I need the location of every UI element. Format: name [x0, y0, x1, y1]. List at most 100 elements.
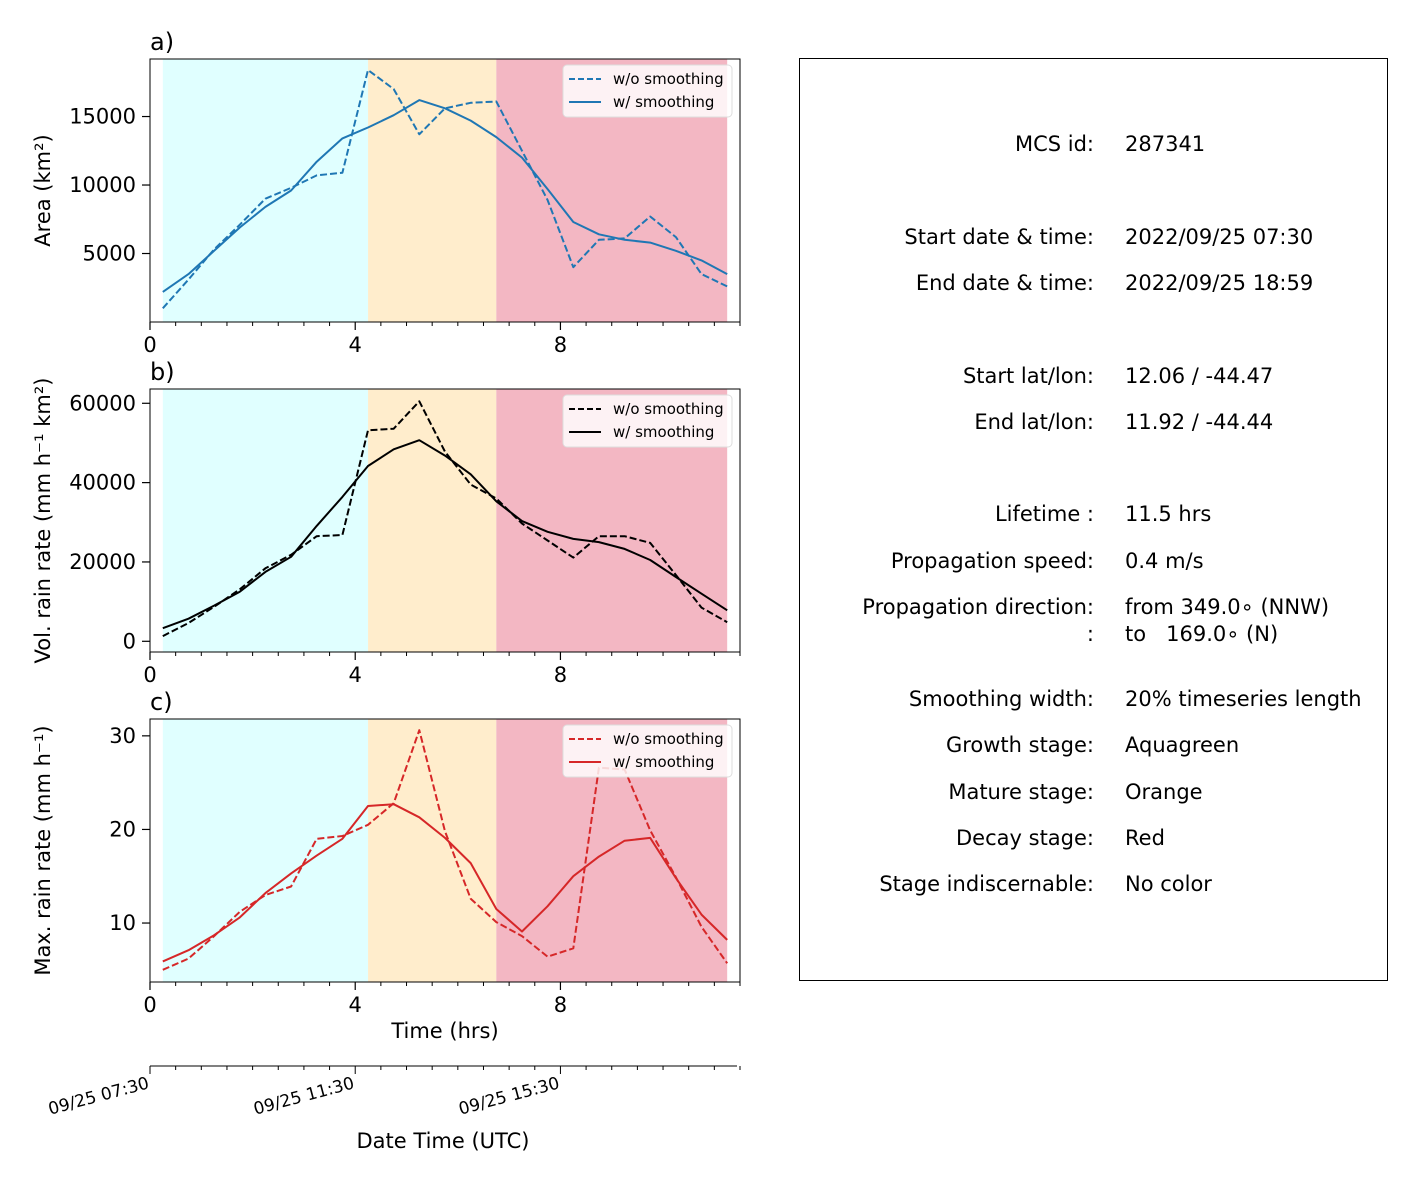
- legend-box: [562, 394, 733, 448]
- info-label: Propagation direction:: [862, 595, 1094, 619]
- y-tick-label: 20: [109, 817, 136, 841]
- x-tick-label: 4: [349, 663, 362, 687]
- panel-label: a): [150, 28, 174, 56]
- stage-span-mature: [368, 389, 497, 652]
- legend: w/o smoothing w/ smoothing: [562, 394, 733, 448]
- series-line-without-smoothing: [162, 400, 728, 637]
- info-value: 12.06 / -44.47: [1125, 364, 1274, 388]
- series-line-without-smoothing: [162, 729, 729, 971]
- info-value: No color: [1125, 872, 1212, 896]
- info-row-growth-stage: Growth stage: Aquagreen: [800, 733, 1389, 757]
- panel-label: b): [150, 358, 175, 386]
- info-row-mature-stage: Mature stage: Orange: [800, 780, 1389, 804]
- y-tick-label: 15000: [69, 105, 136, 129]
- legend-entry: w/o smoothing: [613, 400, 724, 418]
- y-axis-label: Area (km²): [31, 134, 55, 246]
- y-tick-label: 40000: [69, 471, 136, 495]
- legend-entry: w/o smoothing: [613, 730, 724, 748]
- legend-entry: w/ smoothing: [613, 423, 714, 441]
- stage-span-mature: [368, 59, 497, 322]
- info-label: Start lat/lon:: [962, 364, 1094, 388]
- info-value: Orange: [1125, 780, 1203, 804]
- stage-span-growth: [162, 389, 369, 652]
- info-value: 287341: [1125, 132, 1206, 156]
- info-row-start-latlon: Start lat/lon: 12.06 / -44.47: [800, 364, 1389, 388]
- series-line-with-smoothing: [162, 99, 728, 293]
- axes-frame: [149, 718, 741, 983]
- info-row-propagation-speed: Propagation speed: 0.4 m/s: [800, 549, 1389, 573]
- datetime-tick-label: 09/25 07:30: [46, 1074, 151, 1120]
- y-tick-label: 20000: [69, 550, 136, 574]
- y-tick-label: 30: [109, 724, 136, 748]
- x-tick-label: 4: [349, 333, 362, 357]
- info-row-mcs-id: MCS id: 287341: [800, 132, 1389, 156]
- stage-span-mature: [368, 719, 497, 982]
- x-tick-label: 8: [554, 333, 567, 357]
- x-tick-label: 8: [554, 663, 567, 687]
- legend: w/o smoothing w/ smoothing: [562, 724, 733, 778]
- info-label: Propagation speed:: [890, 549, 1094, 573]
- series-line-with-smoothing: [162, 803, 728, 963]
- info-label: Start date & time:: [904, 225, 1094, 249]
- panel-a: 0 4 8 5000 10000 15000 a) Area (km²) w/o smoothi…: [31, 28, 741, 357]
- info-value: to 169.0∘ (N): [1125, 622, 1279, 646]
- info-label: Smoothing width:: [908, 687, 1094, 711]
- info-label: Mature stage:: [948, 780, 1094, 804]
- info-row-propagation-direction-to: : to 169.0∘ (N): [800, 622, 1389, 646]
- panel-label: c): [150, 688, 173, 716]
- info-row-decay-stage: Decay stage: Red: [800, 826, 1389, 850]
- y-tick-label: 10000: [69, 173, 136, 197]
- info-value: 11.92 / -44.44: [1125, 410, 1274, 434]
- series-line-with-smoothing: [162, 439, 728, 630]
- datetime-tick-label: 09/25 15:30: [457, 1074, 562, 1120]
- info-row-stage-indiscernable: Stage indiscernable: No color: [800, 872, 1389, 896]
- info-label: MCS id:: [1014, 132, 1094, 156]
- info-value: Red: [1125, 826, 1165, 850]
- info-row-start-datetime: Start date & time: 2022/09/25 07:30: [800, 225, 1389, 249]
- x-tick-label: 0: [143, 333, 156, 357]
- legend-box: [562, 64, 733, 118]
- info-row-smoothing-width: Smoothing width: 20% timeseries length: [800, 687, 1389, 711]
- y-axis-label: Max. rain rate (mm h⁻¹): [31, 725, 55, 975]
- legend-entry: w/o smoothing: [613, 70, 724, 88]
- info-value: 2022/09/25 07:30: [1125, 225, 1314, 249]
- x-tick-label: 8: [554, 993, 567, 1017]
- y-tick-label: 10: [109, 911, 136, 935]
- info-row-propagation-direction: Propagation direction: from 349.0∘ (NNW): [800, 595, 1389, 619]
- info-value: 20% timeseries length: [1125, 687, 1362, 711]
- info-row-end-latlon: End lat/lon: 11.92 / -44.44: [800, 410, 1389, 434]
- info-label: Lifetime :: [994, 502, 1094, 526]
- info-label: Growth stage:: [945, 733, 1094, 757]
- x-tick-label: 0: [143, 663, 156, 687]
- mcs-info-panel: MCS id: 287341 Start date & time: 2022/0…: [799, 58, 1388, 981]
- axes-frame: [149, 58, 741, 323]
- info-label: End lat/lon:: [974, 410, 1094, 434]
- info-value: 0.4 m/s: [1125, 549, 1204, 573]
- legend-box: [562, 724, 733, 778]
- info-label: End date & time:: [915, 271, 1094, 295]
- y-tick-label: 0: [123, 629, 136, 653]
- info-value: 2022/09/25 18:59: [1125, 271, 1314, 295]
- panel-b: 0 4 8 0 20000 40000 60000 b) Vol. rain rate (mm …: [31, 358, 741, 687]
- datetime-axis-label: Date Time (UTC): [357, 1129, 530, 1153]
- info-row-lifetime: Lifetime : 11.5 hrs: [800, 502, 1389, 526]
- y-tick-label: 5000: [83, 242, 136, 266]
- info-label: :: [1086, 622, 1094, 646]
- y-tick-label: 60000: [69, 391, 136, 415]
- stage-span-growth: [162, 59, 369, 322]
- panel-c: 0 4 8 10 20 30 c) Max. rain rate (mm h⁻¹) Time (…: [31, 688, 741, 1043]
- x-axis-label: Time (hrs): [390, 1019, 498, 1043]
- info-value: from 349.0∘ (NNW): [1125, 595, 1330, 619]
- legend-entry: w/ smoothing: [613, 93, 714, 111]
- x-tick-label: 4: [349, 993, 362, 1017]
- axes-frame: [149, 388, 741, 653]
- datetime-axis: 09/25 07:30 09/25 11:30 09/25 15:30 Date Ti…: [46, 1065, 741, 1153]
- legend: w/o smoothing w/ smoothing: [562, 64, 733, 118]
- legend-entry: w/ smoothing: [613, 753, 714, 771]
- y-axis-label: Vol. rain rate (mm h⁻¹ km²): [31, 378, 55, 664]
- x-tick-label: 0: [143, 993, 156, 1017]
- info-row-end-datetime: End date & time: 2022/09/25 18:59: [800, 271, 1389, 295]
- stage-span-growth: [162, 719, 369, 982]
- info-label: Decay stage:: [956, 826, 1094, 850]
